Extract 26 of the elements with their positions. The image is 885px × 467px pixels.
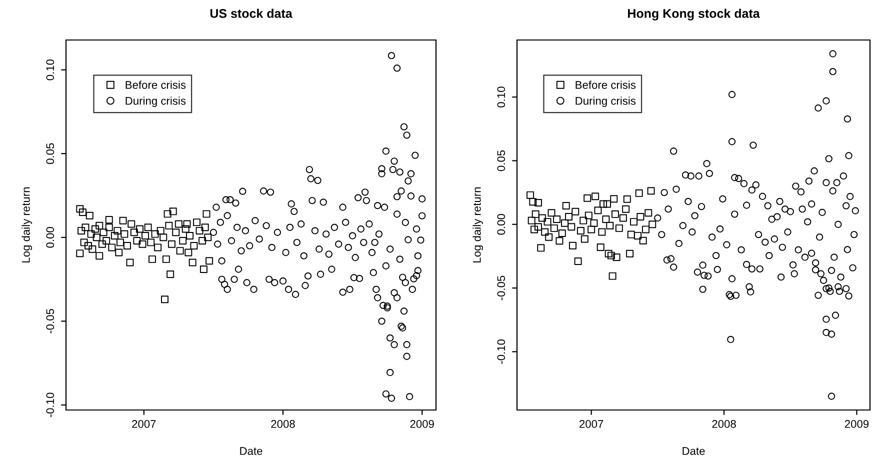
x-axis-title: Date xyxy=(682,447,705,455)
x-tick-label: 2007 xyxy=(132,420,156,428)
y-tick-label: 0.10 xyxy=(497,86,506,108)
y-tick-label: -0.10 xyxy=(46,392,54,418)
x-tick-label: 2009 xyxy=(844,420,869,428)
legend-label: During crisis xyxy=(576,96,636,107)
y-axis-title: Log daily return xyxy=(472,187,484,262)
y-tick-label: 0.00 xyxy=(46,227,54,248)
chart-title: US stock data xyxy=(210,8,292,18)
chart-title: Hong Kong stock data xyxy=(628,8,760,20)
y-tick-label: 0.05 xyxy=(46,143,54,164)
y-tick-label: -0.10 xyxy=(497,339,506,364)
legend-label: During crisis xyxy=(126,96,186,107)
y-tick-label: -0.05 xyxy=(46,308,54,334)
y-tick-label: -0.05 xyxy=(497,276,506,300)
x-tick-label: 2008 xyxy=(712,420,736,428)
x-tick-label: 2008 xyxy=(271,420,295,428)
x-axis-title: Date xyxy=(240,447,262,455)
y-tick-label: 0.10 xyxy=(46,59,54,80)
y-tick-label: 0.05 xyxy=(497,150,506,172)
x-tick-label: 2007 xyxy=(580,420,604,428)
x-tick-label: 2009 xyxy=(410,420,434,428)
legend-label: Before crisis xyxy=(126,80,186,89)
legend-label: Before crisis xyxy=(576,80,636,89)
y-tick-label: 0.00 xyxy=(497,214,506,235)
y-axis-title: Log daily return xyxy=(22,187,32,262)
